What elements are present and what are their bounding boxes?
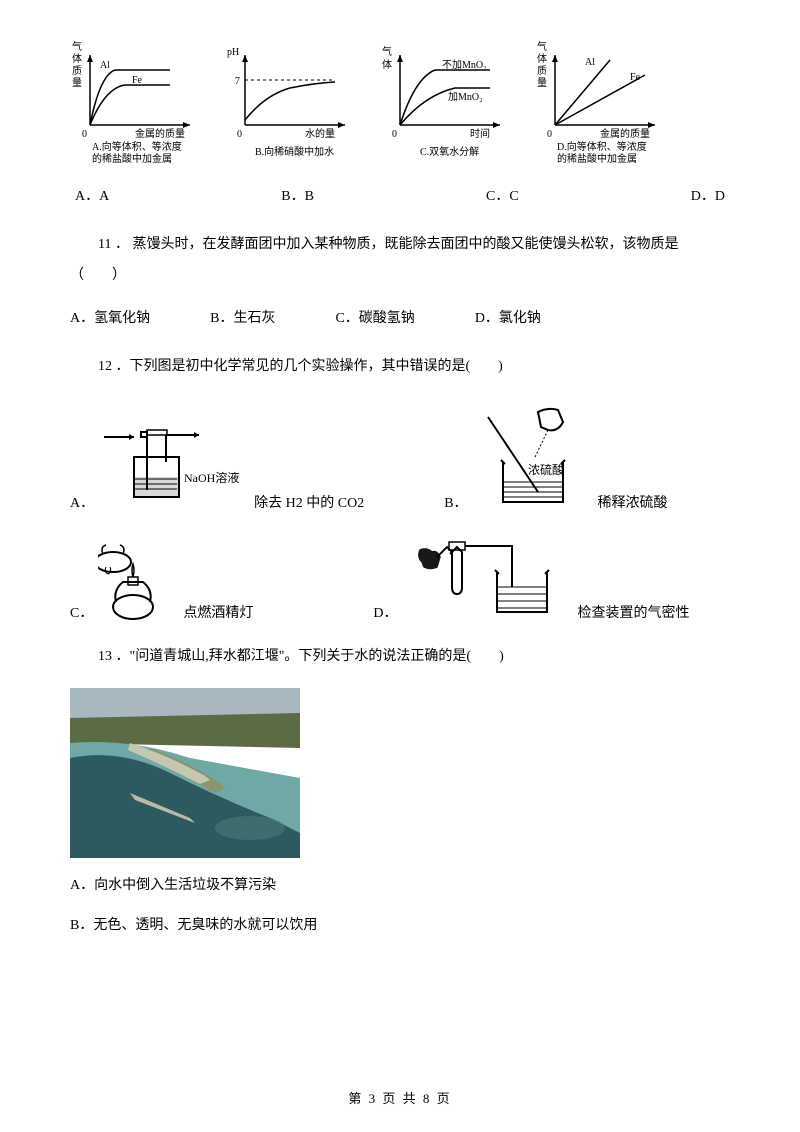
svg-text:量: 量	[537, 77, 547, 89]
svg-text:A.向等体积、等浓度: A.向等体积、等浓度	[92, 140, 182, 153]
gas-washing-icon: NaOH溶液	[99, 422, 249, 512]
svg-text:金属的质量: 金属的质量	[600, 127, 650, 140]
svg-text:的稀盐酸中加金属: 的稀盐酸中加金属	[557, 152, 637, 165]
svg-text:Al: Al	[100, 60, 110, 71]
graph-b: pH 7 0 水的量 B.向稀硝酸中加水	[225, 40, 365, 170]
svg-text:气: 气	[382, 45, 392, 58]
page-footer: 第 3 页 共 8 页	[0, 1088, 800, 1107]
q11-text: 11 ． 蒸馒头时，在发酵面团中加入某种物质，既能除去面团中的酸又能使馒头松软，…	[70, 230, 730, 292]
svg-text:7: 7	[235, 76, 240, 87]
q13-text: 13 ．"问道青城山,拜水都江堰"。下列关于水的说法正确的是( )	[70, 642, 730, 673]
svg-text:0: 0	[237, 129, 242, 140]
q12-text: 12 ．下列图是初中化学常见的几个实验操作，其中错误的是( )	[70, 352, 730, 383]
opt-b: B．B	[281, 185, 314, 205]
q13-b: B．无色、透明、无臭味的水就可以饮用	[70, 913, 730, 938]
svg-text:NaOH溶液: NaOH溶液	[184, 470, 239, 485]
svg-text:的稀盐酸中加金属: 的稀盐酸中加金属	[92, 152, 172, 165]
q12-a-caption: 除去 H2 中的 CO2	[254, 492, 364, 512]
svg-text:时间: 时间	[470, 127, 490, 140]
q12-item-b: B． 浓硫酸 稀释浓硫酸	[444, 402, 667, 512]
svg-text:不加MnO₂: 不加MnO₂	[442, 59, 487, 71]
dujiangyan-photo	[70, 688, 300, 858]
q12-item-c: C． 点燃酒精灯	[70, 542, 253, 622]
svg-text:金属的质量: 金属的质量	[135, 127, 185, 140]
q11-options: A．氢氧化钠 B．生石灰 C．碳酸氢钠 D．氯化钠	[70, 307, 730, 327]
graph-row: 气 体 质 量 Al Fe 0 金属的质量 A.向等体积、等浓度 的稀盐酸中加金…	[70, 40, 730, 170]
q12-row1: A． NaOH溶液 除去 H2 中的 CO2 B．	[70, 402, 730, 512]
svg-text:0: 0	[547, 129, 552, 140]
svg-text:加MnO₂: 加MnO₂	[448, 91, 483, 103]
svg-text:B.向稀硝酸中加水: B.向稀硝酸中加水	[255, 145, 334, 158]
q12-item-d: D． 检查装置的气密性	[373, 532, 689, 622]
svg-text:气: 气	[72, 40, 82, 53]
svg-text:体: 体	[537, 53, 547, 65]
svg-text:Fe: Fe	[132, 75, 143, 86]
alcohol-lamp-icon	[98, 542, 178, 622]
q11-b: B．生石灰	[210, 307, 275, 327]
q12-d-prefix: D．	[373, 602, 397, 622]
q12-b-prefix: B．	[444, 492, 467, 512]
svg-text:0: 0	[392, 129, 397, 140]
q11-c: C．碳酸氢钠	[335, 307, 414, 327]
svg-text:质: 质	[72, 65, 82, 77]
opt-c: C．C	[486, 185, 519, 205]
q12-a-prefix: A．	[70, 492, 94, 512]
q12-b-caption: 稀释浓硫酸	[598, 492, 668, 512]
svg-text:气: 气	[537, 40, 547, 53]
q12-item-a: A． NaOH溶液 除去 H2 中的 CO2	[70, 422, 364, 512]
svg-text:体: 体	[72, 53, 82, 65]
graph-a: 气 体 质 量 Al Fe 0 金属的质量 A.向等体积、等浓度 的稀盐酸中加金…	[70, 40, 210, 170]
q12-row2: C． 点燃酒精灯 D． 检查装置的气密性	[70, 532, 730, 622]
q11-d: D．氯化钠	[475, 307, 541, 327]
opt-d: D．D	[691, 185, 725, 205]
q11-a: A．氢氧化钠	[70, 307, 150, 327]
svg-text:质: 质	[537, 65, 547, 77]
svg-text:量: 量	[72, 77, 82, 89]
svg-text:Fe: Fe	[630, 72, 641, 83]
svg-text:水的量: 水的量	[305, 127, 335, 140]
svg-text:Al: Al	[585, 57, 595, 68]
q12-c-caption: 点燃酒精灯	[183, 602, 253, 622]
svg-text:D.向等体积、等浓度: D.向等体积、等浓度	[557, 140, 647, 153]
opt-a: A．A	[75, 185, 109, 205]
q12-d-caption: 检查装置的气密性	[577, 602, 689, 622]
svg-text:0: 0	[82, 129, 87, 140]
graph-c: 气 体 不加MnO₂ 加MnO₂ 0 时间 C.双氧水分解	[380, 40, 520, 170]
svg-text:C.双氧水分解: C.双氧水分解	[420, 145, 479, 158]
graph-d: 气 体 质 量 Al Fe 0 金属的质量 D.向等体积、等浓度 的稀盐酸中加金…	[535, 40, 675, 170]
q12-c-prefix: C．	[70, 602, 93, 622]
q10-options: A．A B．B C．C D．D	[70, 185, 730, 205]
svg-text:浓硫酸: 浓硫酸	[528, 462, 564, 477]
svg-text:体: 体	[382, 59, 392, 71]
dilution-icon: 浓硫酸	[473, 402, 593, 512]
q13-a: A．向水中倒入生活垃圾不算污染	[70, 873, 730, 898]
svg-text:pH: pH	[227, 47, 239, 58]
airtight-check-icon	[402, 532, 572, 622]
